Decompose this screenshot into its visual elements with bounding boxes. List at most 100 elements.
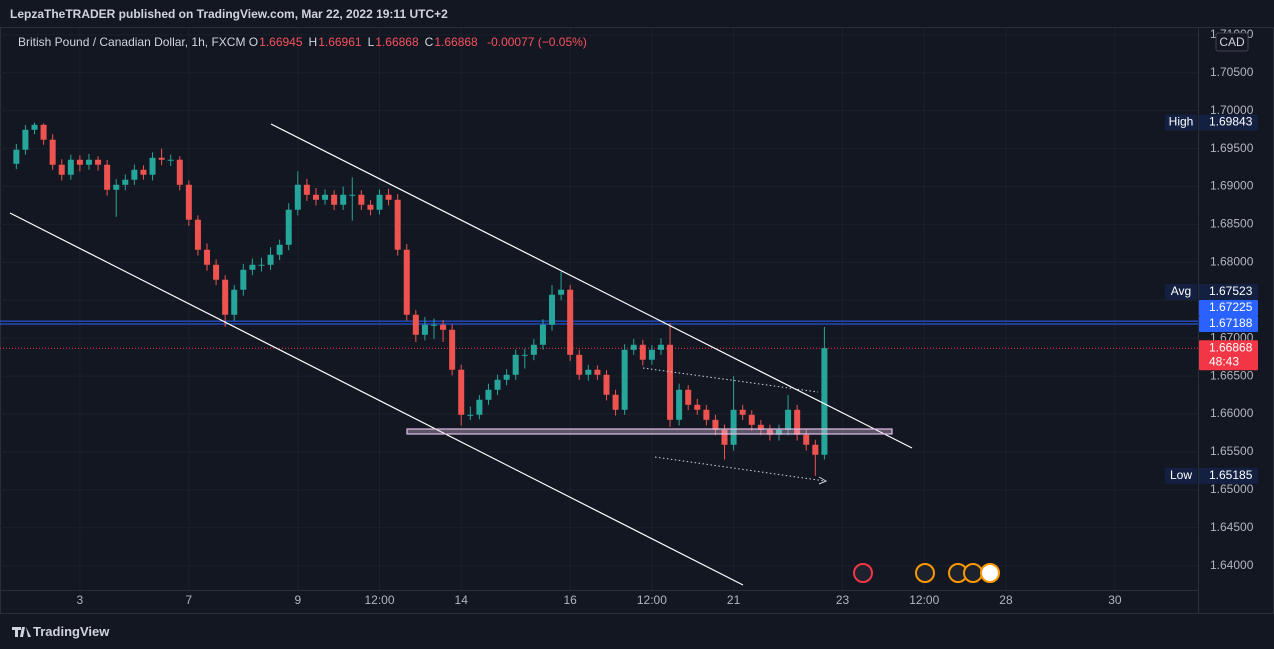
events [853, 563, 1000, 583]
price-label-tag [1165, 283, 1197, 300]
symbol: British Pound / Canadian Dollar, 1h, FXC… [18, 35, 246, 49]
currency-box [1215, 32, 1249, 52]
x-tick-label: 12:00 [637, 593, 667, 607]
ohlc: O1.66945 H1.66961 L1.66868 C1.66868 [249, 35, 484, 49]
candle-body [621, 349, 628, 410]
candle-body [176, 159, 183, 185]
legend: British Pound / Canadian Dollar, 1h, FXC… [18, 35, 593, 49]
price-label-name: Avg [1171, 284, 1191, 298]
candle-body [739, 409, 746, 415]
candle-body [748, 414, 755, 425]
price-label-name: Low [1170, 468, 1192, 482]
candle-body [122, 179, 129, 185]
x-tick-label: 30 [1108, 593, 1122, 607]
candle-body [440, 324, 447, 330]
price-label-box [1199, 340, 1258, 371]
candle-body [558, 289, 565, 295]
price-label-box [1199, 467, 1258, 484]
candle-body [403, 249, 410, 315]
ohlc-value: 1.66945 [259, 35, 303, 49]
candle-body [730, 409, 737, 445]
candle-body [430, 324, 437, 326]
change: -0.00077 (−0.05%) [487, 35, 587, 49]
candle-body [240, 269, 247, 290]
ohlc-key: H [308, 35, 318, 49]
x-tick-label: 16 [563, 593, 577, 607]
ohlc-value: 1.66868 [434, 35, 478, 49]
price-label-tag [1165, 114, 1197, 131]
candle-body [85, 159, 92, 165]
candle-body [22, 129, 29, 150]
candle-body [158, 157, 165, 160]
candle-body [322, 194, 329, 200]
candle-body [49, 139, 56, 165]
candle-body [449, 329, 456, 370]
candle-body [794, 409, 801, 435]
y-tick-label: 1.69000 [1210, 179, 1254, 193]
candle-body [594, 369, 601, 375]
event-icon[interactable] [980, 563, 1000, 583]
price-label-box [1199, 114, 1258, 131]
candle-body [785, 409, 792, 430]
brand: TradingView [33, 624, 110, 639]
price-label-box [1199, 315, 1258, 332]
candle-body [267, 254, 274, 265]
candle-body [312, 194, 319, 200]
candle-body [412, 314, 419, 335]
drawings [9, 123, 913, 586]
candle-body [131, 169, 138, 180]
logo [12, 627, 31, 637]
candle-body [285, 209, 292, 245]
arrow-head [818, 476, 828, 485]
candle-body [503, 374, 510, 380]
x-tick-label: 3 [77, 593, 84, 607]
price-label-box [1199, 299, 1258, 316]
candle-body [58, 164, 65, 175]
candle-body [775, 429, 782, 435]
y-tick-label: 1.64000 [1210, 558, 1254, 572]
event-icon[interactable] [853, 563, 873, 583]
x-tick-label: 14 [455, 593, 469, 607]
grid [0, 28, 1198, 590]
candle-body [757, 424, 764, 430]
channel-line [9, 212, 744, 586]
y-tick-label: 1.70500 [1210, 65, 1254, 79]
candle-body [213, 264, 220, 280]
candle-body [667, 344, 674, 420]
x-tick-label: 12:00 [909, 593, 939, 607]
candle-body [376, 194, 383, 210]
ohlc-key: O [248, 35, 259, 49]
candle-body [276, 244, 283, 255]
price-label-box [1199, 283, 1258, 300]
candle-body [258, 264, 265, 266]
price-label-value: 1.66868 [1209, 340, 1253, 354]
price-label-tag [1165, 467, 1197, 484]
support-zone [406, 428, 893, 435]
candle-body [494, 379, 501, 390]
candle-body [821, 348, 828, 455]
y-tick-label: 1.65500 [1210, 444, 1254, 458]
candle-body [812, 444, 819, 455]
candle-body [576, 354, 583, 375]
candle-body [712, 419, 719, 430]
y-tick-label: 1.69500 [1210, 141, 1254, 155]
candle-body [703, 409, 710, 420]
candle-body [140, 169, 147, 175]
ohlc-value: 1.66868 [375, 35, 419, 49]
candle-body [340, 194, 347, 205]
price-label-value: 1.67523 [1209, 284, 1253, 298]
candle-body [113, 184, 120, 190]
event-icon[interactable] [915, 563, 935, 583]
candle-body [585, 369, 592, 375]
event-icon[interactable] [963, 563, 983, 583]
y-tick-label: 1.66000 [1210, 406, 1254, 420]
candle-body [40, 124, 47, 140]
price-label-value: 1.67188 [1209, 316, 1253, 330]
price-label-value: 1.65185 [1209, 468, 1253, 482]
wedge-line [654, 456, 826, 482]
candle-body [512, 354, 519, 375]
candle-body [303, 184, 310, 195]
candle-body [222, 279, 229, 315]
candle-body [549, 294, 556, 325]
